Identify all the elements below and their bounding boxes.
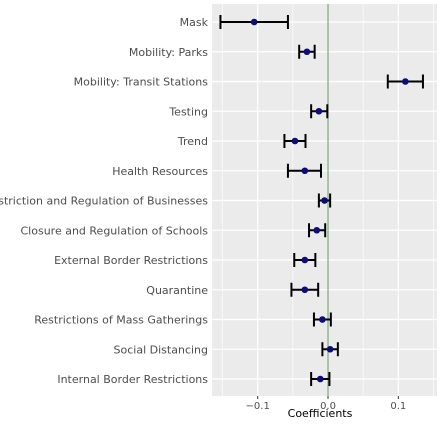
y-tick-label: Mobility: Transit Stations <box>74 76 209 89</box>
x-tick-label: −0.1 <box>246 401 270 412</box>
y-tick-label: Testing <box>168 105 208 118</box>
data-point <box>313 226 321 234</box>
y-tick-label: Trend <box>177 135 208 148</box>
y-tick-label: Health Resources <box>112 165 208 178</box>
data-point <box>326 345 334 353</box>
data-point <box>319 316 326 323</box>
data-point <box>315 107 323 115</box>
data-point <box>291 137 299 145</box>
y-tick-label: Mobility: Parks <box>129 46 208 59</box>
data-point <box>321 197 328 204</box>
y-tick-label: Internal Border Restrictions <box>57 373 208 386</box>
data-point <box>303 48 311 56</box>
data-point <box>402 78 409 85</box>
x-tick-label: 0.1 <box>390 401 406 412</box>
data-point <box>316 375 324 383</box>
data-point <box>301 167 309 175</box>
y-tick-label: Mask <box>180 16 209 29</box>
y-tick-label: External Border Restrictions <box>54 254 208 267</box>
y-tick-label: Restrictions of Mass Gatherings <box>34 314 208 327</box>
y-tick-labels: Mask Mobility: Parks Mobility: Transit Sta… <box>0 16 209 386</box>
points <box>250 18 409 383</box>
y-tick-label: Quarantine <box>146 284 208 297</box>
x-tick-label: 0.0 <box>320 401 336 412</box>
data-point <box>301 286 309 294</box>
x-axis-title: Coefficients <box>288 407 353 420</box>
y-tick-label: Restriction and Regulation of Businesses <box>0 195 208 208</box>
y-tick-label: Closure and Regulation of Schools <box>21 224 209 237</box>
data-point <box>250 18 258 26</box>
y-tick-label: Social Distancing <box>114 343 208 356</box>
x-ticks: −0.1 0.0 0.1 <box>246 396 406 412</box>
data-point <box>301 256 309 264</box>
